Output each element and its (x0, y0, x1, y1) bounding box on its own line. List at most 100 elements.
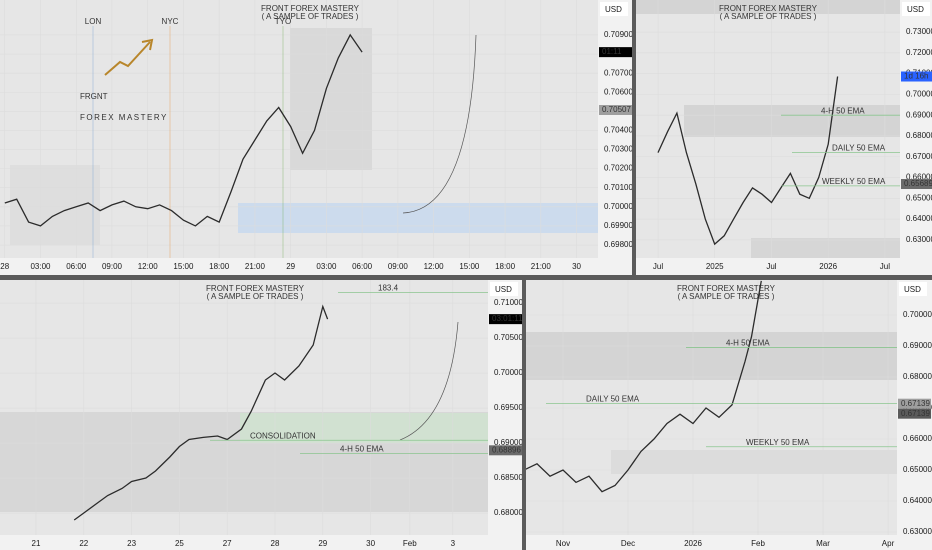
chart-subtitle: ( A SAMPLE OF TRADES ) (207, 292, 304, 301)
x-tick-label: 2026 (819, 262, 837, 271)
x-tick-label: 22 (79, 539, 88, 548)
y-tick-label: 0.68000 (906, 131, 932, 140)
currency: USD (605, 5, 622, 14)
x-tick-label: 12:00 (424, 262, 445, 271)
zone (684, 105, 900, 137)
price-label: 0.70507 (602, 105, 631, 114)
x-tick-label: 18:00 (495, 262, 516, 271)
chart-subtitle: ( A SAMPLE OF TRADES ) (720, 12, 817, 21)
x-tick-label: Jul (880, 262, 890, 271)
x-tick-label: Jul (766, 262, 776, 271)
zone (526, 332, 897, 380)
price-label-box (901, 179, 932, 190)
zone (240, 413, 488, 443)
x-tick-label: 06:00 (352, 262, 373, 271)
currency-box (902, 2, 930, 16)
zone (751, 238, 900, 258)
x-tick-label: 15:00 (173, 262, 194, 271)
x-tick-label: Feb (751, 539, 765, 548)
annotation: DAILY 50 EMA (586, 394, 640, 403)
y-tick-label: 0.70300 (604, 145, 632, 154)
currency-box (600, 2, 628, 16)
chart-title: FRONT FOREX MASTERY (677, 284, 776, 293)
x-tick-label: 29 (286, 262, 295, 271)
session-label: NYC (162, 17, 179, 26)
price-axis (900, 0, 932, 275)
y-tick-label: 0.66000 (906, 173, 932, 182)
y-tick-label: 0.69800 (604, 240, 632, 249)
annotation: WEEKLY 50 EMA (822, 177, 886, 186)
annotation: 4-H 50 EMA (821, 106, 865, 115)
y-tick-label: 0.68000 (494, 508, 522, 517)
y-tick-label: 0.63000 (906, 235, 932, 244)
x-tick-label: Feb (403, 539, 417, 548)
annotation: CONSOLIDATION (250, 431, 316, 440)
chart-panel: 0.71000 0.70500 0.70000 0.69500 0.69000 0.685… (0, 280, 522, 550)
x-tick-label: 12:00 (138, 262, 159, 271)
currency: USD (495, 285, 512, 294)
price-label-box (599, 104, 632, 115)
x-tick-label: 18:00 (209, 262, 230, 271)
x-tick-label: Jul (653, 262, 663, 271)
x-tick-label: 29 (318, 539, 327, 548)
y-tick-label: 0.70400 (604, 126, 632, 135)
session-label: TYO (275, 17, 291, 26)
y-tick-label: 0.64000 (906, 214, 932, 223)
chart-panel: 0.730000.720000.710000.700000.690000.680… (636, 0, 932, 275)
x-tick-label: Dec (621, 539, 635, 548)
price-line (526, 280, 762, 493)
chart-title: FRONT FOREX MASTERY (206, 284, 305, 293)
y-tick-label: 0.66000 (903, 434, 932, 443)
price-label: 0.65689 (904, 179, 932, 188)
x-tick-label: 15:00 (459, 262, 480, 271)
price-label: 0.67139 (901, 399, 930, 408)
price-label: 0.68896 (492, 445, 521, 454)
time-axis (0, 258, 598, 275)
x-tick-label: 09:00 (388, 262, 409, 271)
y-tick-label: 0.71000 (494, 298, 522, 307)
currency: USD (907, 5, 924, 14)
x-tick-label: 06:00 (66, 262, 87, 271)
y-tick-label: 0.69000 (906, 110, 932, 119)
y-tick-label: 0.70600 (604, 87, 632, 96)
annotation: 4-H 50 EMA (726, 339, 770, 348)
y-tick-label: 0.70000 (494, 368, 522, 377)
forecast-curve (399, 321, 459, 441)
price-axis (598, 0, 632, 275)
x-tick-label: 2026 (684, 539, 702, 548)
countdown-box (599, 47, 632, 58)
currency-box (899, 282, 927, 296)
x-tick-label: 03:00 (30, 262, 51, 271)
y-tick-label: 0.70100 (604, 183, 632, 192)
currency-box (490, 282, 518, 296)
annotation: 4-H 50 EMA (340, 445, 384, 454)
zone (611, 450, 897, 474)
y-tick-label: 0.65000 (906, 193, 932, 202)
x-tick-label: 03:00 (316, 262, 337, 271)
annotation: 183.4 (378, 284, 399, 293)
annotation: WEEKLY 50 EMA (746, 438, 810, 447)
x-tick-label: 3 (451, 539, 456, 548)
x-tick-label: Mar (816, 539, 830, 548)
logo-title: FRGNT (80, 92, 108, 101)
y-tick-label: 0.70900 (604, 30, 632, 39)
time-axis (636, 258, 900, 275)
logo-subtitle: FOREX MASTERY (80, 113, 168, 122)
price-axis (488, 280, 522, 550)
price-label-box (898, 408, 931, 419)
y-tick-label: 0.65000 (903, 465, 932, 474)
price-line (73, 304, 329, 521)
y-tick-label: 0.69000 (903, 341, 932, 350)
x-tick-label: 2025 (706, 262, 724, 271)
y-tick-label: 0.69500 (494, 403, 522, 412)
x-tick-label: 25 (175, 539, 184, 548)
x-tick-label: 28 (0, 262, 9, 271)
y-tick-label: 0.70000 (604, 202, 632, 211)
x-tick-label: 28 (271, 539, 280, 548)
chart-subtitle: ( A SAMPLE OF TRADES ) (262, 12, 359, 21)
